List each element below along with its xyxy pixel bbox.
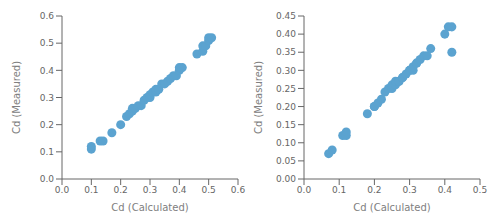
svg-text:0.0: 0.0 [55,185,70,195]
svg-text:0.25: 0.25 [276,84,296,94]
svg-text:0.10: 0.10 [276,138,296,148]
svg-text:0.3: 0.3 [40,93,54,103]
svg-text:0.4: 0.4 [438,185,453,195]
svg-text:0.5: 0.5 [473,185,487,195]
svg-text:0.0: 0.0 [297,185,312,195]
svg-text:0.3: 0.3 [402,185,416,195]
svg-text:0.1: 0.1 [332,185,346,195]
svg-text:0.0: 0.0 [40,174,55,184]
svg-text:0.15: 0.15 [276,120,296,130]
svg-text:0.5: 0.5 [40,38,54,48]
svg-text:0.45: 0.45 [276,11,296,21]
svg-text:Cd (Calculated): Cd (Calculated) [111,202,188,213]
svg-text:0.40: 0.40 [276,29,296,39]
svg-text:0.4: 0.4 [40,66,55,76]
svg-text:0.4: 0.4 [172,185,187,195]
svg-text:0.1: 0.1 [40,147,54,157]
svg-text:0.20: 0.20 [276,102,296,112]
svg-text:0.2: 0.2 [40,120,54,130]
svg-text:0.35: 0.35 [276,47,296,57]
svg-text:0.1: 0.1 [84,185,98,195]
svg-text:0.05: 0.05 [276,156,296,166]
svg-text:0.3: 0.3 [143,185,157,195]
svg-text:0.5: 0.5 [202,185,216,195]
svg-text:0.6: 0.6 [231,185,246,195]
svg-text:0.00: 0.00 [276,174,296,184]
svg-text:Cd (Calculated): Cd (Calculated) [353,202,430,213]
svg-text:0.2: 0.2 [114,185,128,195]
svg-text:Cd (Measured): Cd (Measured) [11,61,22,134]
svg-text:0.30: 0.30 [276,66,296,76]
svg-text:0.2: 0.2 [367,185,381,195]
svg-text:0.6: 0.6 [40,11,55,21]
svg-text:Cd (Measured): Cd (Measured) [253,61,264,134]
